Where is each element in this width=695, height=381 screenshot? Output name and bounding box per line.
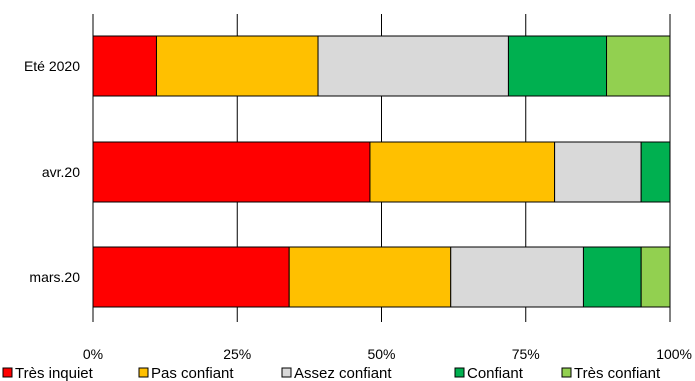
bar-segment [92,246,290,308]
legend-label: Pas confiant [151,365,234,381]
category-label: mars.20 [29,269,80,285]
x-tick-label: 100% [656,346,692,362]
legend-swatch [138,367,149,378]
bar-segment [92,35,157,97]
x-tick-label: 0% [83,346,103,362]
legend-label: Assez confiant [294,365,392,381]
legend-label: Très confiant [574,365,661,381]
legend-swatch [454,367,465,378]
legend-swatch [561,367,572,378]
bar-segment [640,141,671,203]
bars [92,35,671,308]
bar-segment [507,35,608,97]
bar-segment [369,141,556,203]
legend-label: Très inquiet [15,365,94,381]
bar-segment [554,141,642,203]
category-labels: Eté 2020 avr.20 mars.20 [24,58,80,285]
x-tick-label: 75% [512,346,540,362]
bar-segment [450,246,584,308]
x-tick-label: 25% [223,346,251,362]
category-label: avr.20 [42,164,80,180]
legend-swatch [281,367,292,378]
legend-swatch [2,367,13,378]
bar-segment [582,246,642,308]
bar-segment [155,35,319,97]
bar-segment [606,35,671,97]
category-label: Eté 2020 [24,58,80,74]
bar-segment [288,246,452,308]
x-tick-labels: 0% 25% 50% 75% 100% [83,346,692,362]
bar-segment [92,141,371,203]
bar-segment [640,246,671,308]
legend-label: Confiant [467,365,524,381]
bar-segment [317,35,509,97]
x-tick-label: 50% [367,346,395,362]
legend: Très inquiet Pas confiant Assez confiant Co… [2,365,661,381]
